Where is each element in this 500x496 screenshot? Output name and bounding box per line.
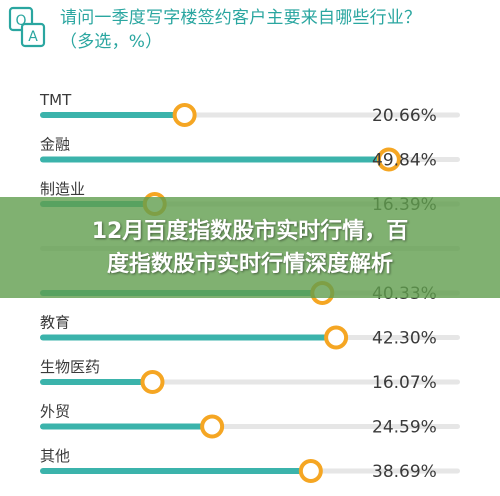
category-label: 生物医药	[40, 358, 100, 376]
question-line-2: （多选，%）	[60, 32, 163, 52]
bar	[40, 379, 153, 385]
value-label: 20.66%	[372, 106, 437, 126]
qa-icon: Q A	[8, 6, 46, 48]
overlay-title: 12月百度指数股市实时行情，百 度指数股市实时行情深度解析	[15, 215, 485, 281]
bar-end-marker	[172, 103, 197, 127]
value-label: 16.07%	[372, 373, 437, 393]
value-label: 38.69%	[372, 462, 437, 482]
category-label: 其他	[40, 447, 70, 465]
bar-end-marker	[324, 325, 349, 350]
overlay-title-line-1: 12月百度指数股市实时行情，百	[91, 218, 409, 244]
bar	[40, 112, 185, 118]
question-text: 请问一季度写字楼签约客户主要来自哪些行业？ （多选，%）	[60, 6, 492, 54]
category-label: TMT	[39, 91, 72, 109]
bar-end-marker	[298, 459, 323, 483]
title-overlay-banner: 12月百度指数股市实时行情，百 度指数股市实时行情深度解析	[0, 197, 500, 298]
overlay-title-line-2: 度指数股市实时行情深度解析	[106, 251, 393, 277]
category-label: 外贸	[40, 403, 70, 421]
bar	[40, 468, 311, 474]
bar	[40, 334, 337, 341]
bar	[40, 423, 213, 430]
bar-end-marker	[200, 414, 225, 439]
value-label: 42.30%	[372, 329, 437, 349]
category-label: 制造业	[40, 180, 85, 198]
category-label: 金融	[40, 136, 70, 154]
qa-icon-a: A	[28, 29, 38, 45]
value-label: 24.59%	[372, 418, 437, 438]
value-label: 49.84%	[372, 151, 437, 171]
category-label: 教育	[40, 314, 70, 332]
bar	[40, 156, 389, 163]
bar-end-marker	[376, 147, 401, 172]
qa-icon-q: Q	[15, 13, 26, 29]
question-line-1: 请问一季度写字楼签约客户主要来自哪些行业？	[60, 8, 422, 28]
bar-end-marker	[140, 370, 165, 394]
